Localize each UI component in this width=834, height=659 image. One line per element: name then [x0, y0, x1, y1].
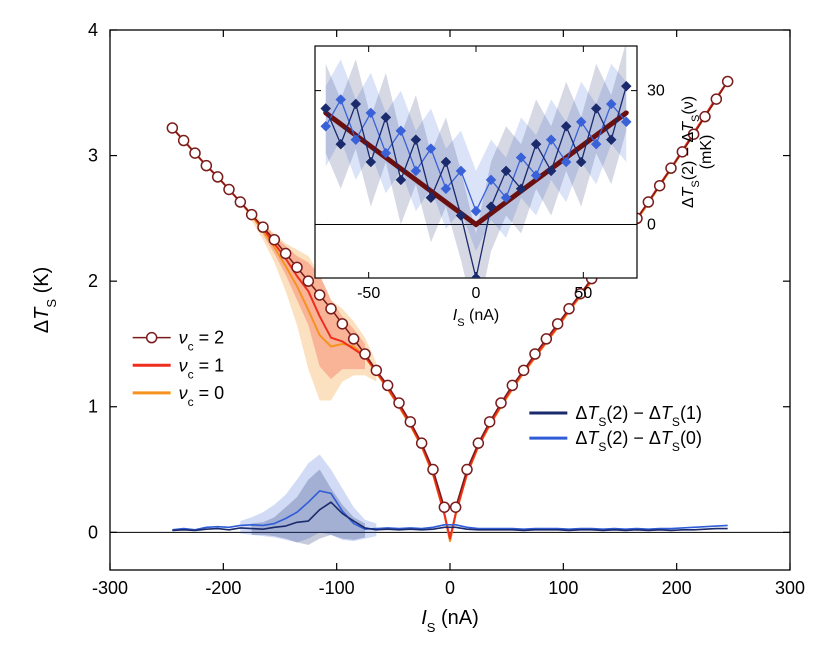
series-nu2-marker	[201, 161, 211, 171]
main-ytick-label: 2	[88, 271, 98, 291]
figure: -300-200-100010020030001234IS (nA)ΔTS (K…	[0, 0, 834, 659]
series-nu2-marker	[315, 290, 325, 300]
main-xtick-label: -300	[92, 578, 128, 598]
legend-label-diff0: ΔTS(2) − ΔTS(0)	[575, 428, 702, 454]
series-nu2-marker	[258, 222, 268, 232]
inset-ytick-label: 30	[647, 83, 665, 100]
series-nu2-marker	[405, 417, 415, 427]
series-nu2-marker	[428, 465, 438, 475]
series-nu2-marker	[303, 276, 313, 286]
series-nu2-marker	[473, 438, 483, 448]
series-nu2-marker	[167, 123, 177, 133]
series-nu2-marker	[655, 181, 665, 191]
legend-label-nu0: νc = 0	[179, 383, 225, 409]
series-nu2-marker	[235, 197, 245, 207]
main-xlabel: IS (nA)	[421, 607, 479, 635]
series-nu2-marker	[462, 465, 472, 475]
main-xtick-label: 200	[662, 578, 692, 598]
legend-label-diff1: ΔTS(2) − ΔTS(1)	[575, 403, 702, 429]
series-nu2-marker	[507, 380, 517, 390]
series-nu2-marker	[292, 262, 302, 272]
main-xtick-label: 0	[445, 578, 455, 598]
series-nu2-marker	[349, 334, 359, 344]
series-nu2-marker	[711, 94, 721, 104]
main-xtick-label: 100	[548, 578, 578, 598]
series-nu2-marker	[371, 365, 381, 375]
series-nu2-marker	[564, 304, 574, 314]
legend-label-nu2: νc = 2	[179, 328, 225, 354]
series-nu2-marker	[383, 380, 393, 390]
series-nu2-marker	[179, 136, 189, 146]
series-nu2-marker	[337, 319, 347, 329]
series-nu2-marker	[519, 365, 529, 375]
series-nu2-marker	[553, 319, 563, 329]
inset-xtick-label: -50	[357, 285, 380, 302]
main-xtick-label: -200	[205, 578, 241, 598]
series-nu2-marker	[417, 438, 427, 448]
main-ytick-label: 1	[88, 397, 98, 417]
series-nu2-marker	[439, 502, 449, 512]
series-nu2-marker	[496, 398, 506, 408]
series-nu2-marker	[360, 349, 370, 359]
main-xtick-label: 300	[775, 578, 805, 598]
series-nu2-marker	[541, 334, 551, 344]
series-nu2-marker	[269, 235, 279, 245]
series-nu2-marker	[530, 349, 540, 359]
main-ytick-label: 4	[88, 20, 98, 40]
inset-xlabel: IS (nA)	[453, 307, 499, 329]
series-nu2-marker	[451, 502, 461, 512]
main-ylabel: ΔTS (K)	[31, 267, 59, 333]
series-nu2-marker	[213, 172, 223, 182]
main-ytick-label: 0	[88, 522, 98, 542]
series-nu2-marker	[643, 197, 653, 207]
series-nu2-marker	[394, 398, 404, 408]
series-nu2-marker	[281, 249, 291, 259]
main-ytick-label: 3	[88, 146, 98, 166]
series-nu2-marker	[190, 148, 200, 158]
legend-label-nu1: νc = 1	[179, 355, 225, 381]
series-nu2-marker	[326, 304, 336, 314]
inset-xtick-label: 50	[574, 285, 592, 302]
inset-ylabel-unit: (mK)	[698, 135, 715, 170]
series-nu2-marker	[723, 76, 733, 86]
series-nu2-marker	[247, 210, 257, 220]
series-nu2-marker	[485, 417, 495, 427]
main-xtick-label: -100	[319, 578, 355, 598]
series-nu2-marker	[224, 184, 234, 194]
legend-marker-nu2	[147, 333, 157, 343]
series-nu2-marker	[666, 163, 676, 173]
inset-ytick-label: 0	[647, 216, 656, 233]
inset-xtick-label: 0	[472, 285, 481, 302]
